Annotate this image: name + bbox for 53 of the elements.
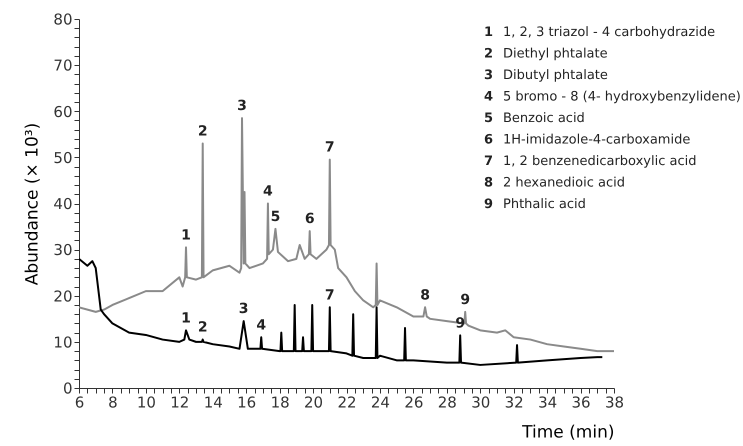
annotation: 6 1H-imidazole-4-carboxamide bbox=[484, 132, 690, 148]
annotation: 3 bbox=[237, 98, 247, 114]
y-tick-label: 10 bbox=[53, 333, 72, 352]
annotation: 1 1, 2, 3 triazol - 4 carbohydrazide bbox=[484, 25, 716, 40]
annotation: 8 2 hexanedioic acid bbox=[484, 176, 625, 190]
annotation: 9 Phthalic acid bbox=[484, 197, 586, 212]
y-tick-label: 20 bbox=[53, 287, 72, 306]
annotation: 9 bbox=[455, 315, 466, 332]
annotation: 8 bbox=[420, 287, 430, 304]
x-tick-label: 20 bbox=[304, 394, 324, 412]
x-tick-label: 12 bbox=[170, 394, 190, 412]
x-tick-label: 26 bbox=[404, 394, 424, 412]
x-tick-label: 16 bbox=[237, 394, 256, 412]
x-tick-label: 14 bbox=[204, 394, 223, 412]
annotation: 7 bbox=[324, 287, 335, 304]
annotation: 9 bbox=[460, 292, 470, 308]
annotation: 7 bbox=[324, 140, 335, 156]
annotation: 4 5 bromo - 8 (4- hydroxybenzylidene) bbox=[484, 90, 741, 104]
annotation: 2 bbox=[198, 320, 208, 336]
annotation: 2 bbox=[198, 124, 208, 140]
y-tick-label: 30 bbox=[53, 241, 72, 260]
x-tick-label: 10 bbox=[136, 394, 156, 412]
x-tick-label: 30 bbox=[471, 394, 490, 412]
x-tick-label: 28 bbox=[438, 394, 457, 412]
line-series bbox=[79, 258, 604, 366]
x-axis-title: Time (min) bbox=[521, 422, 614, 442]
annotation: 5 Benzoic acid bbox=[484, 111, 585, 126]
annotation: 2 Diethyl phtalate bbox=[484, 46, 608, 62]
annotation: 6 bbox=[304, 211, 315, 228]
y-tick-label: 50 bbox=[53, 148, 72, 167]
annotation: 1 bbox=[181, 310, 191, 326]
annotation: 3 bbox=[238, 301, 249, 318]
x-tick-label: 24 bbox=[370, 394, 390, 412]
x-tick-label: 22 bbox=[337, 394, 357, 412]
x-tick-label: 32 bbox=[504, 394, 524, 412]
x-tick-label: 38 bbox=[604, 394, 624, 412]
x-tick-label: 34 bbox=[538, 394, 558, 412]
y-tick-label: 70 bbox=[53, 56, 72, 75]
x-tick-label: 36 bbox=[572, 394, 591, 412]
x-tick-label: 6 bbox=[74, 394, 84, 412]
annotation: 5 bbox=[270, 208, 280, 225]
y-tick-label: 0 bbox=[62, 380, 72, 398]
y-axis-title: Abundance (× 10³) bbox=[22, 122, 42, 286]
y-tick-label: 40 bbox=[53, 195, 72, 213]
x-tick-label: 18 bbox=[270, 394, 290, 412]
annotation: 1 bbox=[181, 227, 191, 244]
y-tick-label: 80 bbox=[53, 10, 72, 28]
annotation: 4 bbox=[263, 184, 274, 200]
x-tick-label: 8 bbox=[108, 394, 118, 412]
annotation: 3 Dibutyl phtalate bbox=[484, 68, 608, 83]
y-tick-label: 60 bbox=[53, 102, 72, 121]
annotation: 7 1, 2 benzenedicarboxylic acid bbox=[484, 154, 696, 169]
annotation: 4 bbox=[256, 317, 266, 334]
